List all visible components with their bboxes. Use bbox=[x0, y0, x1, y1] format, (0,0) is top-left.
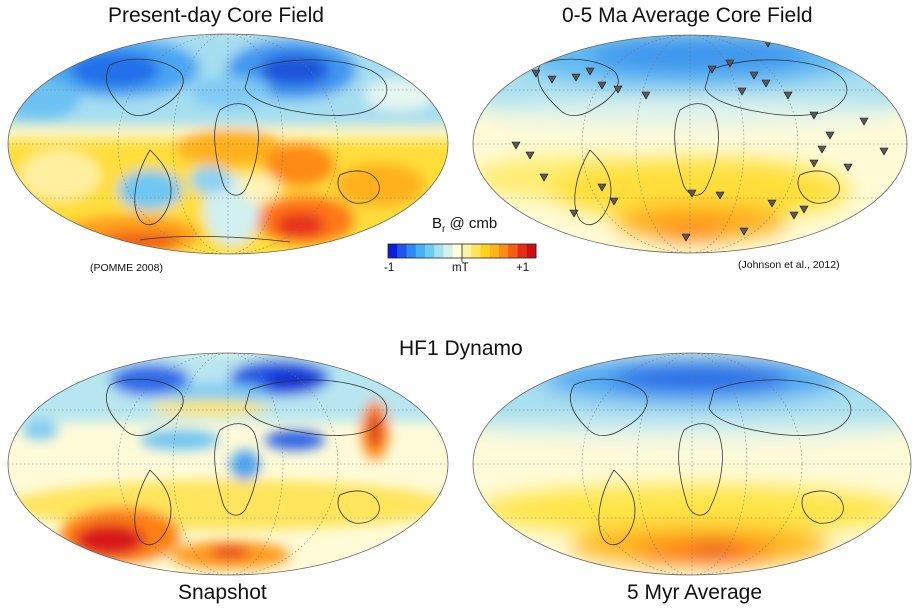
colorbar bbox=[387, 243, 537, 262]
colorbar-swatch bbox=[415, 244, 426, 258]
map-0-5ma-average bbox=[472, 34, 908, 254]
citation-johnson: (Johnson et al., 2012) bbox=[738, 259, 840, 271]
citation-pomme: (POMME 2008) bbox=[90, 262, 163, 274]
colorbar-swatch bbox=[388, 244, 398, 258]
colorbar-min-label: -1 bbox=[384, 262, 395, 274]
title-5myr-average: 5 Myr Average bbox=[627, 581, 763, 604]
colorbar-swatch bbox=[462, 244, 472, 258]
colorbar-title-main: B bbox=[432, 215, 443, 232]
colorbar-swatch bbox=[499, 244, 509, 258]
map-snapshot bbox=[7, 352, 449, 576]
colorbar-title-sub: r bbox=[442, 224, 446, 235]
colorbar-swatch bbox=[452, 244, 463, 258]
title-average-core-field: 0-5 Ma Average Core Field bbox=[562, 4, 813, 27]
colorbar-max-label: +1 bbox=[516, 262, 530, 274]
map-present-day bbox=[7, 33, 449, 255]
colorbar-unit-label: mT bbox=[452, 262, 469, 274]
title-hf1-dynamo: HF1 Dynamo bbox=[399, 337, 523, 360]
map-5myr-average bbox=[472, 352, 912, 576]
colorbar-swatch bbox=[434, 244, 444, 258]
colorbar-swatch bbox=[489, 244, 500, 258]
colorbar-swatch bbox=[526, 244, 537, 258]
title-snapshot: Snapshot bbox=[178, 581, 267, 604]
colorbar-swatch bbox=[517, 244, 528, 258]
colorbar-swatch bbox=[443, 244, 454, 258]
colorbar-swatch bbox=[425, 244, 435, 258]
colorbar-title: Br @ cmb bbox=[432, 215, 497, 235]
colorbar-swatch bbox=[471, 244, 481, 258]
colorbar-swatch bbox=[508, 244, 518, 258]
colorbar-swatch bbox=[406, 244, 417, 258]
colorbar-swatch bbox=[480, 244, 491, 258]
title-present-day-core-field: Present-day Core Field bbox=[108, 4, 324, 27]
colorbar-swatch bbox=[397, 244, 407, 258]
colorbar-title-rest: @ cmb bbox=[445, 215, 498, 232]
